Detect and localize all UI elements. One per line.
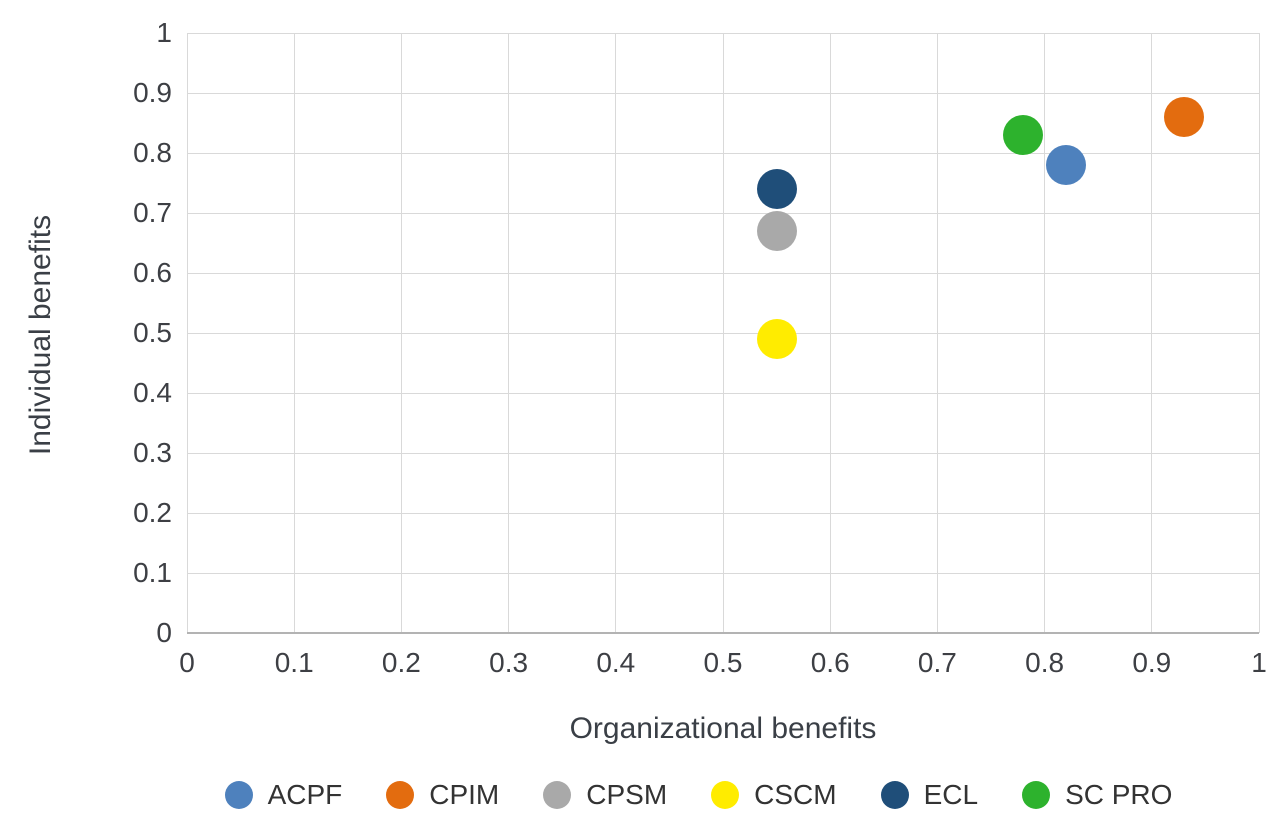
legend-item: CSCM <box>711 779 837 811</box>
gridline <box>1258 33 1260 633</box>
legend-label: ECL <box>923 779 979 810</box>
x-tick-label: 0.6 <box>810 647 850 678</box>
y-tick-label: 0 <box>156 617 172 648</box>
y-tick-label: 0.7 <box>133 197 172 228</box>
gridline <box>187 332 1259 334</box>
legend-label: ACPF <box>267 779 343 810</box>
x-tick-label: 0.8 <box>1025 647 1065 678</box>
x-tick-label: 1 <box>1251 647 1267 678</box>
x-tick-label: 0.9 <box>1132 647 1172 678</box>
legend-label: SC PRO <box>1065 779 1173 810</box>
gridline <box>187 212 1259 214</box>
y-tick-label: 0.8 <box>133 137 172 168</box>
y-tick-label: 0.4 <box>133 377 172 408</box>
legend-label: CPIM <box>429 779 500 810</box>
gridline <box>187 32 1259 34</box>
y-tick-label: 0.2 <box>133 497 172 528</box>
data-point-cpim <box>1163 97 1204 137</box>
data-point-cscm <box>756 319 797 359</box>
x-axis-line <box>187 632 1259 634</box>
legend-item: ACPF <box>224 779 343 811</box>
y-tick-label: 0.3 <box>133 437 172 468</box>
data-point-ecl <box>756 169 797 209</box>
x-tick-label: 0.7 <box>917 647 957 678</box>
data-point-cpsm <box>756 211 797 251</box>
y-tick-label: 1 <box>156 17 172 48</box>
x-tick-label: 0.2 <box>381 647 421 678</box>
gridline <box>187 392 1259 394</box>
legend-marker-icon <box>711 781 740 809</box>
gridline <box>187 512 1259 514</box>
y-tick-label: 0.1 <box>133 557 172 588</box>
legend-marker-icon <box>1022 781 1051 809</box>
y-tick-label: 0.9 <box>133 77 172 108</box>
legend: ACPF CPIM CPSM CSCM ECL SC PRO <box>0 772 1287 818</box>
legend-item: ECL <box>880 779 979 811</box>
legend-marker-icon <box>224 781 253 809</box>
gridline <box>187 452 1259 454</box>
legend-marker-icon <box>386 781 415 809</box>
x-tick-label: 0 <box>179 647 195 678</box>
legend-item: CPSM <box>543 779 667 811</box>
gridline <box>187 152 1259 154</box>
legend-item: CPIM <box>386 779 499 811</box>
legend-label: CSCM <box>754 779 837 810</box>
data-point-sc-pro <box>1003 115 1044 155</box>
y-axis-title: Individual benefits <box>24 214 57 456</box>
data-point-acpf <box>1046 145 1087 185</box>
x-tick-label: 0.3 <box>489 647 529 678</box>
legend-item: SC PRO <box>1022 779 1172 811</box>
legend-marker-icon <box>543 781 572 809</box>
y-tick-label: 0.6 <box>133 257 172 288</box>
gridline <box>187 572 1259 574</box>
legend-label: CPSM <box>586 779 668 810</box>
legend-marker-icon <box>880 781 909 809</box>
plot-area <box>186 32 1260 634</box>
y-tick-label: 0.5 <box>133 317 172 348</box>
x-tick-label: 0.1 <box>274 647 314 678</box>
x-axis-title: Organizational benefits <box>569 712 877 745</box>
x-tick-label: 0.4 <box>596 647 636 678</box>
x-tick-label: 0.5 <box>703 647 743 678</box>
gridline <box>187 92 1259 94</box>
gridline <box>187 272 1259 274</box>
